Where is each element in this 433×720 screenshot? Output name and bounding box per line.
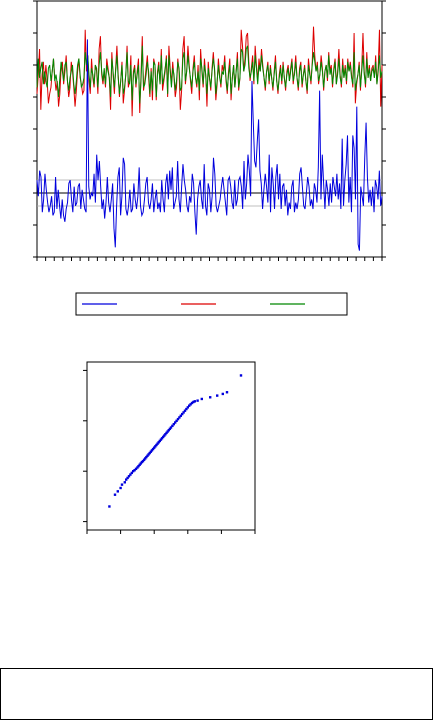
time-series-lines (36, 26, 383, 251)
qq-point (193, 400, 196, 403)
qq-point (159, 438, 163, 441)
qq-point (189, 403, 192, 406)
qq-point (176, 417, 180, 421)
qq-point (192, 400, 195, 404)
qq-point (179, 414, 182, 417)
right-axis-ticks (382, 0, 386, 258)
qq-point (209, 396, 212, 399)
qq-point (158, 439, 161, 443)
empty-caption-box (0, 668, 433, 720)
qq-point (145, 455, 148, 459)
qq-left-axis-ticks (83, 369, 87, 523)
qq-point (141, 459, 145, 463)
qq-point (163, 434, 166, 437)
qq-scatter-chart (83, 361, 256, 534)
qq-point (147, 453, 150, 456)
qq-point (221, 392, 224, 396)
qq-points (108, 374, 243, 508)
qq-point (178, 416, 181, 419)
qq-point (144, 457, 147, 460)
qq-point (169, 426, 173, 429)
qq-point (196, 399, 199, 402)
qq-point (156, 442, 159, 445)
qq-point (185, 407, 188, 411)
qq-point (139, 462, 142, 465)
qq-plot-frame (86, 361, 256, 531)
qq-point (164, 433, 167, 436)
qq-point (130, 471, 133, 475)
qq-point (154, 445, 157, 448)
qq-point (150, 449, 154, 452)
qq-point (167, 429, 170, 432)
qq-point (171, 424, 174, 428)
qq-point (148, 451, 151, 455)
qq-point (200, 397, 203, 401)
qq-point (165, 431, 168, 435)
qq-point (157, 441, 160, 444)
bottom-axis-ticks (36, 257, 383, 261)
qq-point (133, 468, 136, 472)
qq-point (239, 374, 243, 377)
qq-point (216, 394, 219, 397)
qq-point (151, 447, 155, 451)
qq-point (108, 505, 111, 508)
legend (75, 292, 348, 316)
time-series-chart (33, 0, 386, 261)
qq-point (175, 419, 178, 422)
qq-point (172, 422, 175, 426)
qq-point (174, 421, 177, 424)
qq-point (181, 412, 184, 416)
qq-point (190, 401, 194, 405)
qq-point (127, 475, 131, 478)
qq-point (146, 454, 149, 457)
series-line-0 (36, 39, 383, 251)
qq-point (119, 486, 122, 490)
qq-point (153, 446, 156, 449)
qq-point (160, 437, 164, 440)
qq-point (183, 409, 187, 412)
qq-point (134, 467, 138, 471)
qq-point (155, 443, 158, 447)
qq-point (120, 483, 124, 486)
qq-point (142, 458, 146, 461)
qq-point (225, 391, 229, 394)
qq-point (138, 463, 141, 467)
qq-point (132, 470, 135, 473)
qq-point (186, 406, 189, 409)
left-axis-ticks (33, 0, 37, 258)
qq-bottom-axis-ticks (86, 530, 256, 534)
qq-point (116, 490, 119, 493)
qq-point (125, 478, 128, 481)
qq-point (123, 481, 126, 484)
qq-point (182, 411, 185, 414)
qq-point (129, 473, 132, 476)
time-series-plot-frame (36, 0, 383, 258)
qq-point (137, 464, 140, 468)
qq-point (149, 450, 153, 453)
qq-point (126, 476, 129, 480)
qq-point (113, 493, 117, 496)
qq-point (168, 427, 172, 431)
qq-point (136, 466, 139, 469)
qq-point (188, 404, 191, 407)
series-line-2 (36, 45, 383, 104)
qq-point (161, 435, 165, 439)
qq-point (166, 430, 169, 433)
